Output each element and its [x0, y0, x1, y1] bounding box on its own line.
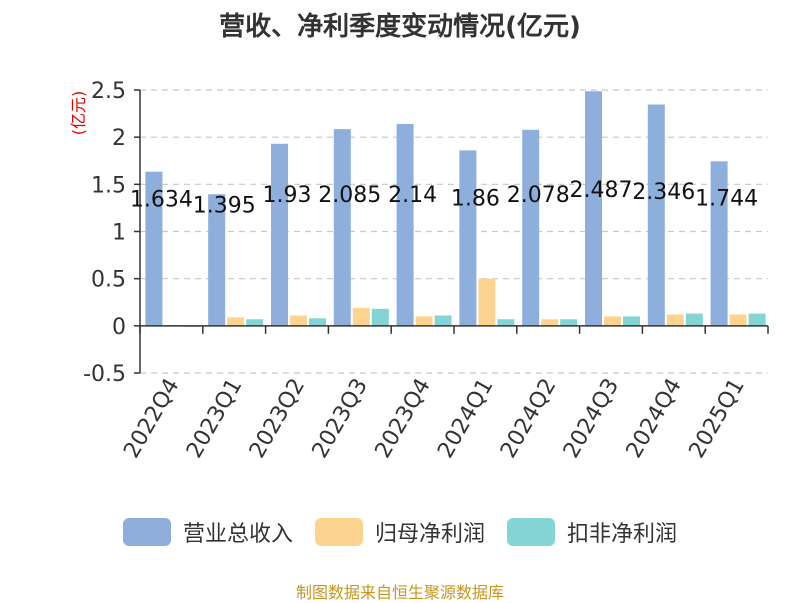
- bar-deducted-profit: [560, 319, 578, 326]
- bar-revenue: [459, 150, 477, 326]
- legend-item-revenue[interactable]: 营业总收入: [122, 516, 293, 548]
- x-tick-label: 2024Q1: [433, 374, 498, 462]
- x-tick-label: 2023Q4: [370, 374, 435, 462]
- bar-deducted-profit: [497, 319, 515, 326]
- data-label-revenue: 1.634: [130, 188, 193, 213]
- bar-net-profit: [478, 278, 496, 326]
- bar-deducted-profit: [309, 318, 326, 326]
- bar-net-profit: [541, 319, 559, 326]
- data-source-note: 制图数据来自恒生聚源数据库: [295, 583, 504, 602]
- legend-swatch-net-profit: [314, 518, 363, 546]
- data-label-revenue: 2.346: [632, 180, 695, 205]
- data-label-revenue: 2.085: [318, 183, 381, 208]
- x-tick-label: 2023Q2: [245, 374, 310, 462]
- y-tick-label: 2: [112, 126, 126, 151]
- data-label-revenue: 2.078: [507, 183, 570, 208]
- x-tick-label: 2023Q3: [308, 374, 373, 462]
- bar-net-profit: [604, 316, 621, 326]
- legend-label-deducted-profit: 扣非净利润: [567, 522, 678, 547]
- bar-net-profit: [227, 317, 245, 326]
- x-tick-label: 2024Q3: [559, 374, 624, 462]
- bar-net-profit: [729, 314, 747, 326]
- bar-revenue: [585, 91, 602, 326]
- bar-net-profit: [666, 314, 684, 326]
- bar-revenue: [208, 194, 226, 326]
- data-label-revenue: 1.395: [193, 193, 256, 218]
- bar-revenue: [522, 129, 540, 326]
- bar-deducted-profit: [748, 313, 766, 326]
- legend-item-net-profit[interactable]: 归母净利润: [314, 516, 485, 548]
- legend-item-deducted-profit[interactable]: 扣非净利润: [507, 516, 677, 548]
- legend-label-revenue: 营业总收入: [182, 522, 293, 547]
- y-tick-label: 0.5: [91, 268, 126, 293]
- bar-deducted-profit: [623, 316, 640, 326]
- y-tick-label: 1: [112, 221, 126, 246]
- bar-revenue: [145, 171, 163, 326]
- bar-net-profit: [290, 315, 307, 326]
- data-label-revenue: 2.14: [388, 183, 437, 208]
- legend-label-net-profit: 归母净利润: [374, 522, 485, 547]
- x-tick-label: 2024Q4: [622, 374, 687, 462]
- x-tick-label: 2022Q4: [119, 374, 184, 462]
- bar-deducted-profit: [246, 319, 264, 326]
- y-tick-label: -0.5: [83, 362, 126, 387]
- bar-deducted-profit: [434, 315, 452, 326]
- data-label-revenue: 1.93: [263, 183, 312, 208]
- bar-revenue: [333, 129, 351, 326]
- y-axis-label: (亿元): [69, 91, 88, 136]
- data-label-revenue: 1.86: [451, 187, 500, 212]
- data-label-revenue: 1.744: [695, 187, 758, 212]
- bar-revenue: [710, 161, 728, 326]
- legend-swatch-revenue: [122, 518, 171, 546]
- bar-revenue: [271, 143, 288, 326]
- y-tick-label: 2.5: [91, 79, 126, 104]
- y-tick-label: 0: [112, 315, 126, 340]
- chart-title: 营收、净利季度变动情况(亿元): [219, 12, 581, 42]
- x-tick-label: 2024Q2: [496, 374, 561, 462]
- legend: 营业总收入 归母净利润 扣非净利润: [0, 516, 800, 548]
- y-tick-label: 1.5: [91, 173, 126, 198]
- bar-revenue: [647, 104, 665, 326]
- data-label-revenue: 2.487: [570, 178, 633, 203]
- x-tick-label: 2025Q1: [684, 374, 749, 462]
- legend-swatch-deducted-profit: [507, 518, 555, 546]
- bar-net-profit: [415, 316, 433, 326]
- chart-plot: -0.5 0 0.5 1 1.5 2 2.5(亿元) 1.634 1.395 1.93 2.085 2…: [69, 79, 769, 462]
- bar-net-profit: [352, 307, 370, 326]
- bar-revenue: [396, 123, 414, 326]
- bar-deducted-profit: [371, 308, 389, 326]
- x-tick-label: 2023Q1: [182, 374, 247, 462]
- bar-deducted-profit: [685, 313, 703, 326]
